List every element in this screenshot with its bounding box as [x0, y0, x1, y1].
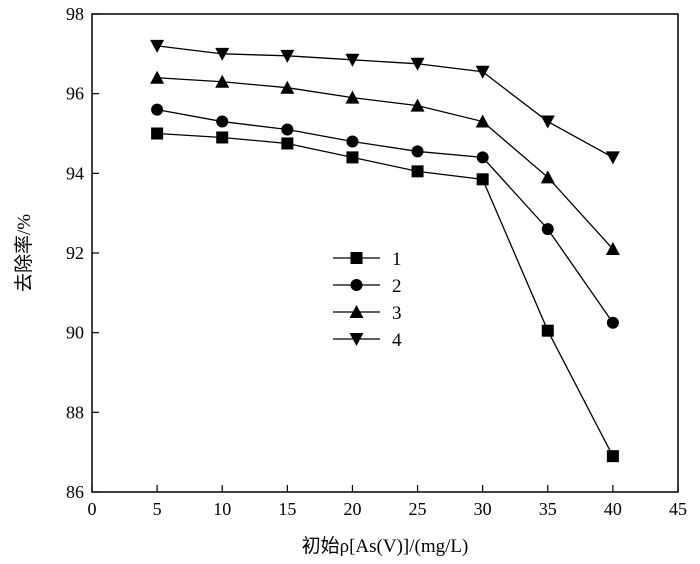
legend-label: 4: [392, 330, 402, 351]
legend-item: 3: [333, 303, 402, 324]
series-4-point: [605, 151, 620, 165]
legend-label: 3: [392, 303, 402, 324]
series-4-point: [540, 115, 555, 129]
series-3-point: [280, 80, 295, 94]
series-4-point: [215, 47, 230, 61]
x-tick-label: 5: [153, 499, 162, 519]
series-4-point: [345, 53, 360, 67]
series-3-point: [605, 242, 620, 256]
series-2-point: [346, 135, 359, 148]
y-tick-label: 96: [66, 84, 84, 104]
legend-label: 1: [392, 249, 402, 270]
series-4-point: [150, 39, 165, 53]
series-2: [151, 103, 619, 329]
x-tick-label: 45: [669, 499, 687, 519]
legend: 1 2 3 4: [333, 249, 402, 351]
x-tick-label: 25: [409, 499, 427, 519]
series-layer: [150, 39, 620, 463]
y-tick-label: 88: [66, 402, 84, 422]
series-1: [151, 127, 619, 463]
series-3-point: [345, 90, 360, 104]
x-tick-label: 40: [604, 499, 622, 519]
series-4-point: [475, 65, 490, 79]
series-2-point: [541, 223, 554, 236]
legend-marker: [350, 279, 363, 291]
series-2-point: [606, 316, 619, 329]
series-2-line: [156, 108, 614, 324]
series-2-point: [151, 103, 164, 116]
legend-marker: [350, 252, 363, 264]
series-3-point: [475, 114, 490, 128]
series-2-point: [476, 151, 489, 164]
legend-label: 2: [392, 276, 402, 297]
y-tick-label: 98: [66, 4, 84, 24]
series-2-point: [281, 123, 294, 136]
series-2-point: [216, 115, 229, 128]
series-3-line: [157, 77, 614, 250]
x-tick-label: 30: [474, 499, 492, 519]
x-tick-label: 0: [88, 499, 97, 519]
legend-item: 1: [333, 249, 402, 270]
series-3-point: [540, 170, 555, 184]
x-tick-label: 20: [343, 499, 361, 519]
series-3: [150, 70, 620, 256]
series-1-point: [541, 324, 554, 337]
y-axis-ticks: 86 88 90 92 94 96 98: [66, 4, 99, 502]
x-axis-title: 初始ρ[As(V)]/(mg/L): [302, 535, 469, 557]
series-3-point: [410, 98, 425, 112]
y-tick-label: 94: [66, 163, 84, 183]
x-axis-ticks: 0 5 10 15 20 25 30 35 40 45: [88, 485, 687, 519]
series-4-line: [157, 45, 614, 158]
legend-marker: [349, 305, 364, 318]
series-1-point: [606, 450, 619, 463]
legend-item: 4: [333, 330, 402, 351]
plot-frame: [91, 13, 679, 493]
x-tick-label: 10: [213, 499, 231, 519]
series-1-point: [151, 127, 164, 140]
x-tick-label: 15: [278, 499, 296, 519]
series-4-point: [410, 57, 425, 71]
y-tick-label: 86: [66, 482, 84, 502]
series-1-point: [476, 173, 489, 186]
series-1-point: [281, 137, 294, 150]
series-3-point: [150, 70, 165, 84]
series-4: [150, 39, 620, 165]
y-tick-label: 90: [66, 323, 84, 343]
legend-item: 2: [333, 276, 402, 297]
series-1-point: [346, 151, 359, 164]
series-2-point: [411, 145, 424, 158]
y-tick-label: 92: [66, 243, 84, 263]
legend-marker: [349, 333, 364, 346]
series-3-point: [215, 74, 230, 88]
y-axis-title: 去除率/%: [13, 214, 35, 292]
series-1-point: [216, 131, 229, 144]
series-4-point: [280, 49, 295, 63]
series-1-line: [157, 132, 614, 457]
x-tick-label: 35: [539, 499, 557, 519]
series-1-point: [411, 165, 424, 178]
